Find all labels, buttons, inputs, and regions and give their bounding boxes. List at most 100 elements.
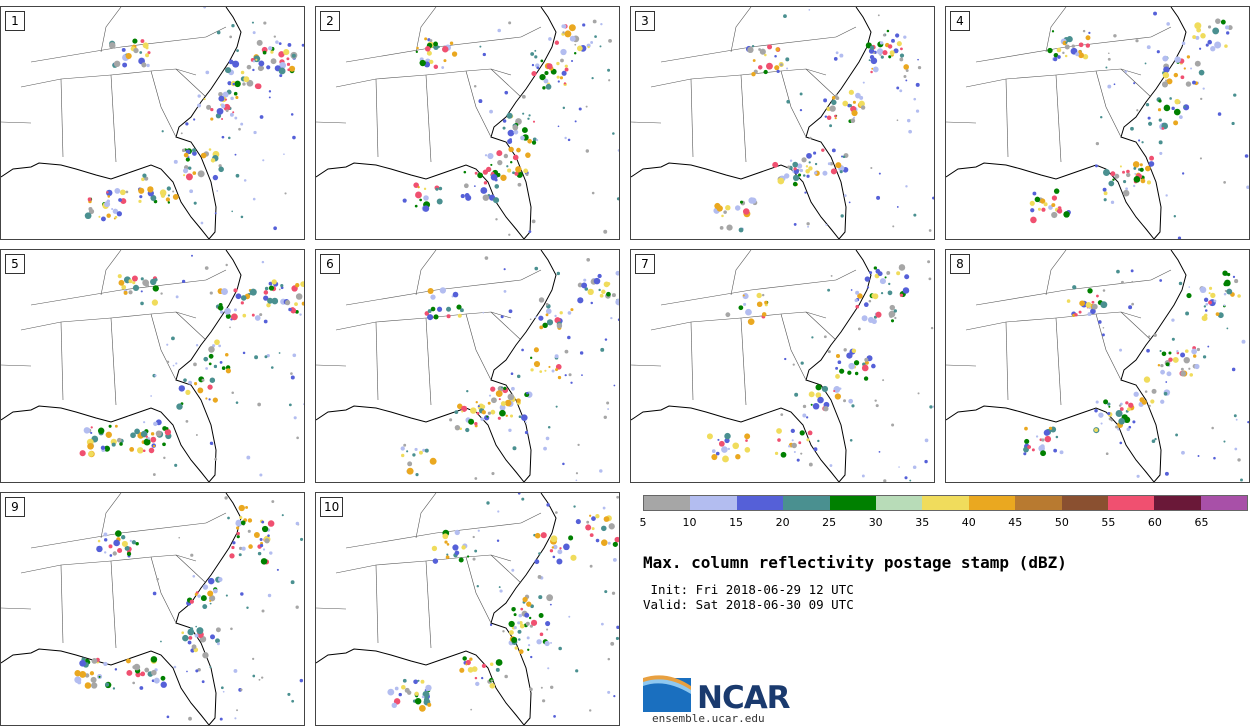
reflectivity-cell xyxy=(1100,301,1108,309)
reflectivity-cell xyxy=(90,426,93,429)
reflectivity-cell xyxy=(481,676,484,680)
reflectivity-cell xyxy=(809,136,812,140)
reflectivity-cell xyxy=(153,421,158,427)
reflectivity-cell xyxy=(601,289,606,295)
coastline xyxy=(316,250,557,482)
reflectivity-cell xyxy=(190,627,194,631)
reflectivity-cell xyxy=(240,122,244,126)
reflectivity-cell xyxy=(884,276,887,279)
reflectivity-cell xyxy=(521,414,528,421)
reflectivity-cell xyxy=(140,430,148,438)
reflectivity-cell xyxy=(1213,456,1216,460)
reflectivity-cell xyxy=(761,312,767,317)
reflectivity-cell xyxy=(415,50,418,54)
reflectivity-cell xyxy=(246,606,249,610)
colorbar-segment xyxy=(1154,496,1201,510)
ncar-logo-icon xyxy=(643,675,691,712)
reflectivity-cell xyxy=(414,697,422,705)
reflectivity-cell xyxy=(493,197,500,204)
reflectivity-cell xyxy=(1023,446,1029,453)
reflectivity-cell xyxy=(192,574,196,578)
reflectivity-cell xyxy=(137,447,144,454)
reflectivity-cell xyxy=(581,282,588,289)
reflectivity-cell xyxy=(719,226,724,230)
reflectivity-cell xyxy=(779,63,783,67)
reflectivity-cell xyxy=(446,553,449,556)
reflectivity-cell xyxy=(927,260,931,264)
reflectivity-cell xyxy=(183,378,187,382)
reflectivity-cell xyxy=(599,45,602,48)
reflectivity-cell xyxy=(1024,426,1028,431)
reflectivity-cell xyxy=(808,161,811,164)
reflectivity-cell xyxy=(538,613,544,618)
reflectivity-cell xyxy=(878,451,881,453)
reflectivity-cell xyxy=(456,304,462,310)
reflectivity-cell xyxy=(843,194,847,197)
reflectivity-cell xyxy=(195,625,197,628)
reflectivity-cell xyxy=(238,504,245,512)
reflectivity-cell xyxy=(784,173,790,179)
member-number: 8 xyxy=(950,254,970,274)
reflectivity-cell xyxy=(89,671,95,676)
reflectivity-cell xyxy=(186,670,188,673)
reflectivity-cell xyxy=(422,690,430,698)
reflectivity-cell xyxy=(1198,69,1205,76)
reflectivity-cell xyxy=(432,558,439,564)
reflectivity-cell xyxy=(1064,44,1070,50)
reflectivity-cell xyxy=(1082,29,1086,33)
reflectivity-cell xyxy=(1131,302,1135,306)
reflectivity-cell xyxy=(1053,52,1059,58)
reflectivity-cell xyxy=(181,279,186,284)
reflectivity-cell xyxy=(1144,62,1147,65)
reflectivity-cell xyxy=(1156,50,1160,54)
reflectivity-cell xyxy=(1139,163,1143,167)
reflectivity-cell xyxy=(205,397,208,400)
reflectivity-cell xyxy=(139,51,143,54)
reflectivity-cell xyxy=(394,686,399,691)
reflectivity-cell xyxy=(1051,203,1056,208)
reflectivity-cell xyxy=(1103,399,1109,405)
reflectivity-cell xyxy=(466,389,469,393)
reflectivity-cell xyxy=(570,308,574,312)
state-boundary xyxy=(1,364,32,367)
reflectivity-cell xyxy=(575,519,581,525)
reflectivity-cell xyxy=(1231,367,1236,372)
reflectivity-cell xyxy=(850,118,856,124)
reflectivity-cell xyxy=(1200,33,1206,39)
reflectivity-cell xyxy=(886,271,891,275)
reflectivity-cell xyxy=(221,135,225,139)
reflectivity-cell xyxy=(112,687,116,690)
reflectivity-cell xyxy=(550,685,554,689)
reflectivity-cell xyxy=(154,278,158,282)
reflectivity-cell xyxy=(1146,348,1150,353)
reflectivity-cell xyxy=(815,384,822,391)
reflectivity-cell xyxy=(546,63,553,70)
reflectivity-cell xyxy=(290,375,295,380)
reflectivity-cell xyxy=(879,278,886,285)
state-boundary xyxy=(835,26,857,38)
reflectivity-cell xyxy=(1172,356,1179,363)
reflectivity-cell xyxy=(557,80,560,83)
reflectivity-cell xyxy=(525,152,531,158)
reflectivity-cell xyxy=(1053,448,1058,453)
reflectivity-cell xyxy=(1204,309,1208,312)
reflectivity-cell xyxy=(233,669,238,673)
reflectivity-cell xyxy=(234,116,238,120)
reflectivity-cell xyxy=(197,94,201,98)
reflectivity-cell xyxy=(516,147,521,153)
reflectivity-cell xyxy=(185,419,189,423)
reflectivity-cell xyxy=(511,636,518,643)
reflectivity-cell xyxy=(255,58,258,61)
reflectivity-cell xyxy=(1190,67,1193,70)
reflectivity-cell xyxy=(1207,345,1210,348)
state-boundary xyxy=(110,74,117,163)
state-boundary xyxy=(975,279,1152,306)
reflectivity-cell xyxy=(1031,448,1035,452)
reflectivity-cell xyxy=(880,292,884,295)
reflectivity-cell xyxy=(299,678,304,683)
reflectivity-cell xyxy=(589,564,593,568)
reflectivity-cell xyxy=(917,392,920,395)
reflectivity-cell xyxy=(508,428,512,432)
reflectivity-cell xyxy=(74,670,81,677)
reflectivity-cell xyxy=(861,315,868,322)
